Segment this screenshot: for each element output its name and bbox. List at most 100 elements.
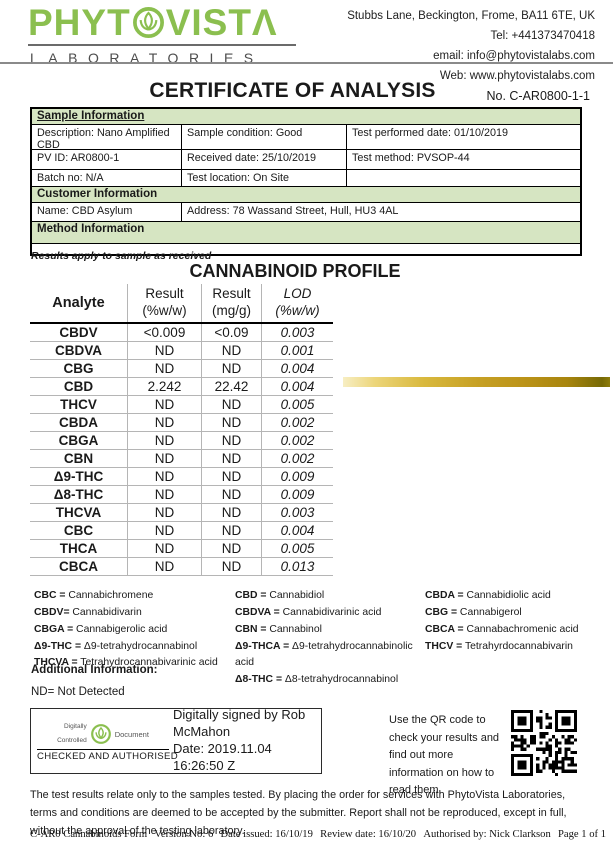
method-info-header: Method Information — [32, 222, 580, 244]
table-row: CBN ND ND 0.002 — [30, 450, 333, 468]
table-row: PV ID: AR0800-1 Received date: 25/10/201… — [32, 150, 580, 170]
legend-column-2: CBD = Cannabidiol CBDVA = Cannabidivarini… — [235, 588, 425, 689]
analyte-cell: CBDA — [30, 414, 128, 431]
col-result-percent: Result (%w/w) — [128, 284, 202, 322]
legend-item: Δ9-THC = Δ9-tetrahydrocannabinol — [34, 640, 198, 652]
header-divider — [0, 62, 613, 64]
legend-item: THCV = Tetrahyrdocannabivarin — [425, 640, 573, 652]
result-mg-cell: ND — [202, 558, 262, 575]
analyte-cell: THCA — [30, 540, 128, 557]
result-percent-cell: ND — [128, 360, 202, 377]
signature-box: Digitally Controlled Document CHECKED AN… — [30, 707, 322, 775]
legend-item: Δ8-THC = Δ8-tetrahydrocannabinol — [235, 674, 399, 686]
lod-cell: 0.001 — [280, 343, 315, 358]
analyte-cell: THCVA — [30, 504, 128, 521]
sample-condition-cell: Sample condition: Good — [182, 125, 347, 149]
legend-column-1: CBC = Cannabichromene CBDV= Cannabidivari… — [34, 588, 235, 689]
customer-info-header: Customer Information — [32, 187, 580, 203]
cannabinoid-table: Analyte Result (%w/w) Result (mg/g) LOD … — [30, 284, 333, 576]
date-issued: Date issued: 16/10/19 — [220, 829, 313, 840]
lod-cell: 0.004 — [280, 361, 315, 376]
page-title: CERTIFICATE OF ANALYSIS — [149, 79, 436, 102]
digital-signature-text: Digitally signed by Rob McMahon Date: 20… — [169, 707, 321, 775]
certificate-number: No. C-AR0800-1-1 — [486, 89, 590, 103]
result-mg-cell: ND — [202, 414, 262, 431]
customer-address-cell: Address: 78 Wassand Street, Hull, HU3 4A… — [187, 205, 399, 217]
result-percent-cell: ND — [128, 504, 202, 521]
brand-divider — [28, 44, 296, 46]
table-row: Description: Nano Amplified CBD Sample c… — [32, 125, 580, 151]
result-percent-cell: ND — [128, 468, 202, 485]
cannabinoid-rows: CBDV <0.009 <0.09 0.003 CBDVA ND ND 0.00… — [30, 324, 333, 576]
result-percent-cell: ND — [128, 396, 202, 413]
legend-item: CBG = Cannabigerol — [425, 606, 522, 618]
result-mg-cell: <0.09 — [202, 324, 262, 341]
brand-left-text: PHYT — [28, 2, 131, 43]
brand-wordmark: PHYT VISTΛ — [28, 4, 300, 41]
table-row: CBC ND ND 0.004 — [30, 522, 333, 540]
lod-cell: 0.004 — [280, 379, 315, 394]
legend-item: THCVA = Tetrahydrocannabivarinic acid — [34, 657, 218, 669]
analyte-cell: CBCA — [30, 558, 128, 575]
batch-no-cell: Batch no: N/A — [32, 170, 182, 186]
version-no: Version No: 6 — [154, 829, 214, 840]
col-lod: LOD (%w/w) — [275, 286, 320, 318]
analyte-cell: CBDVA — [30, 342, 128, 359]
result-percent-cell: 2.242 — [128, 378, 202, 395]
analyte-cell: CBC — [30, 522, 128, 539]
additional-info-header: Additional Information: — [31, 664, 158, 676]
table-row: CBGA ND ND 0.002 — [30, 432, 333, 450]
analyte-cell: CBGA — [30, 432, 128, 449]
analyte-cell: THCV — [30, 396, 128, 413]
brand-right-text: VISTΛ — [165, 2, 278, 43]
contact-web: Web: www.phytovistalabs.com — [439, 70, 595, 83]
test-date-cell: Test performed date: 01/10/2019 — [352, 127, 509, 139]
contact-block: Stubbs Lane, Beckington, Frome, BA11 6TE… — [347, 6, 595, 87]
footer-meta: C-AR0 Cannabinoids Form Version No: 6 Da… — [30, 829, 606, 840]
results-note: Results apply to sample as received — [31, 250, 212, 262]
result-mg-cell: ND — [202, 360, 262, 377]
legend-item: CBC = Cannabichromene — [34, 590, 154, 601]
test-method-cell: Test method: PVSOP-44 — [352, 152, 470, 164]
profile-title: CANNABINOID PROFILE — [189, 261, 401, 281]
disclaimer-text: The test results relate only to the samp… — [30, 789, 567, 837]
legend-item: CBN = Cannabinol — [235, 623, 322, 635]
analyte-cell: CBD — [30, 378, 128, 395]
lod-cell: 0.002 — [280, 433, 315, 448]
analyte-cell: Δ8-THC — [30, 486, 128, 503]
description-cell: Description: Nano Amplified CBD — [32, 125, 182, 151]
leaf-o-icon — [132, 6, 165, 39]
authorisation-stamp: Digitally Controlled Document CHECKED AN… — [31, 720, 178, 762]
contact-address: Stubbs Lane, Beckington, Frome, BA11 6TE… — [347, 10, 595, 22]
cannabinoid-table-header: Analyte Result (%w/w) Result (mg/g) LOD … — [30, 284, 333, 324]
lod-cell: 0.013 — [280, 559, 315, 574]
nd-note: ND= Not Detected — [31, 686, 125, 698]
stamp-document-text: Document — [114, 729, 149, 739]
phytovista-logo: PHYT VISTΛ LABORATORIES — [28, 4, 300, 66]
lod-cell: 0.009 — [280, 469, 315, 484]
table-row: Name: CBD Asylum Address: 78 Wassand Str… — [32, 203, 580, 222]
legend-item: CBCA = Cannabachromenic acid — [425, 623, 579, 635]
lod-cell: 0.003 — [280, 505, 315, 520]
analyte-cell: CBG — [30, 360, 128, 377]
table-row: Δ8-THC ND ND 0.009 — [30, 486, 333, 504]
stamp-side-text: Digitally Controlled — [57, 723, 87, 744]
table-row: Batch no: N/A Test location: On Site — [32, 170, 580, 187]
qr-instructions: Use the QR code to check your results an… — [389, 714, 500, 797]
result-mg-cell: ND — [202, 504, 262, 521]
result-percent-cell: ND — [128, 522, 202, 539]
qr-code — [511, 710, 577, 776]
result-mg-cell: ND — [202, 396, 262, 413]
legend-column-3: CBDA = Cannabidiolic acid CBG = Cannabige… — [425, 588, 605, 689]
contact-phone: Tel: +441373470418 — [490, 30, 595, 43]
legend-item: Δ9-THCA = Δ9-tetrahydrocannabinolic acid — [235, 640, 413, 669]
lod-cell: 0.009 — [280, 487, 315, 502]
lod-cell: 0.002 — [280, 451, 315, 466]
lod-cell: 0.005 — [280, 397, 315, 412]
pv-id-cell: PV ID: AR0800-1 — [32, 150, 182, 169]
sample-info-header: Sample Information — [32, 109, 580, 125]
analyte-cell: Δ9-THC — [30, 468, 128, 485]
test-location-cell: Test location: On Site — [182, 170, 347, 186]
empty-cell — [347, 170, 580, 186]
stamp-main-text: CHECKED AND AUTHORISED — [37, 748, 178, 762]
